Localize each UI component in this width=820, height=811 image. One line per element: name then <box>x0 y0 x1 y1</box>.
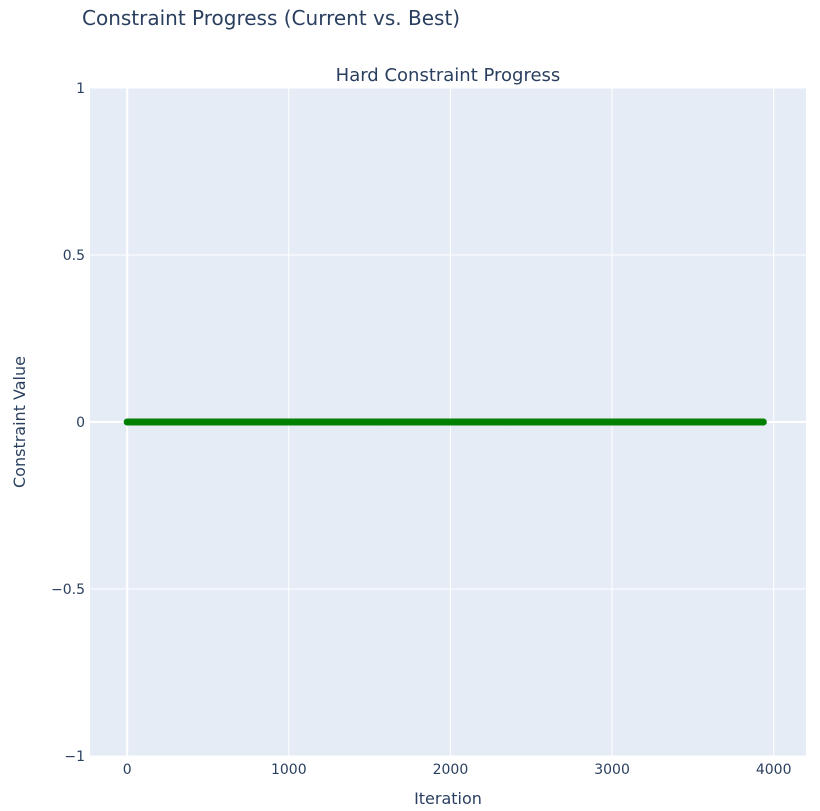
y-tick-label: −0.5 <box>51 582 85 598</box>
x-axis-title: Iteration <box>414 789 482 808</box>
y-tick-labels: 1 0.5 0 −0.5 −1 <box>51 81 85 765</box>
y-axis-title: Constraint Value <box>10 356 29 488</box>
x-tick-label: 2000 <box>433 762 469 778</box>
y-tick-label: 0.5 <box>63 248 85 264</box>
y-tick-label: −1 <box>64 749 85 765</box>
x-tick-label: 4000 <box>756 762 792 778</box>
y-tick-label: 0 <box>76 415 85 431</box>
figure-title: Constraint Progress (Current vs. Best) <box>82 6 461 30</box>
x-tick-label: 0 <box>123 762 132 778</box>
chart-title: Hard Constraint Progress <box>336 65 561 86</box>
data-point <box>759 418 767 426</box>
y-tick-label: 1 <box>76 81 85 97</box>
x-tick-labels: 0 1000 2000 3000 4000 <box>123 762 792 778</box>
x-tick-label: 1000 <box>271 762 307 778</box>
data-points <box>123 418 767 426</box>
x-tick-label: 3000 <box>594 762 630 778</box>
